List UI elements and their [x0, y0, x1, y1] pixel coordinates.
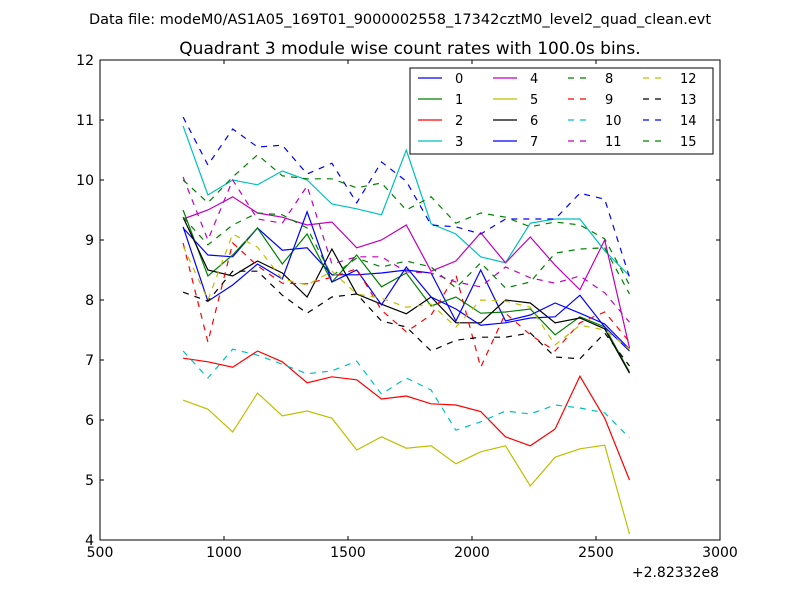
- y-tick-label: 4: [85, 533, 94, 549]
- series-line-5: [182, 392, 631, 535]
- legend-label-0: 0: [455, 72, 463, 87]
- x-tick-label: 2500: [578, 545, 614, 561]
- y-tick-label: 12: [76, 53, 94, 69]
- legend-label-12: 12: [680, 72, 697, 87]
- series-line-2: [183, 350, 631, 481]
- legend-label-8: 8: [605, 72, 613, 87]
- y-tick-label: 8: [85, 293, 94, 309]
- x-offset-label: +2.82332e8: [632, 565, 719, 581]
- series-line-11: [182, 176, 630, 323]
- series-line-6: [182, 216, 631, 374]
- y-tick-label: 5: [85, 473, 94, 489]
- chart-title: Quadrant 3 module wise count rates with …: [179, 39, 640, 59]
- x-tick-label: 1500: [330, 545, 366, 561]
- series-line-12: [182, 233, 630, 350]
- series-line-10: [182, 348, 630, 439]
- legend-label-7: 7: [530, 135, 538, 150]
- legend-box: [409, 67, 714, 155]
- legend-label-15: 15: [680, 135, 697, 150]
- x-tick-label: 3000: [702, 545, 738, 561]
- y-tick-label: 11: [76, 113, 94, 129]
- legend-label-6: 6: [530, 114, 538, 129]
- legend-label-9: 9: [605, 93, 613, 108]
- legend-label-14: 14: [680, 114, 697, 129]
- legend-label-3: 3: [455, 135, 463, 150]
- legend-label-11: 11: [605, 135, 622, 150]
- series-line-8: [182, 212, 631, 295]
- y-tick-label: 10: [76, 173, 94, 189]
- legend-label-2: 2: [455, 114, 463, 129]
- figure-suptitle: Data file: modeM0/AS1A05_169T01_90000025…: [89, 12, 711, 28]
- y-tick-label: 7: [85, 353, 94, 369]
- legend-label-13: 13: [680, 93, 697, 108]
- x-tick-label: 1000: [206, 545, 242, 561]
- legend-label-1: 1: [455, 93, 463, 108]
- y-tick-label: 9: [85, 233, 94, 249]
- series-line-9: [182, 241, 630, 369]
- legend-label-5: 5: [530, 93, 538, 108]
- legend-label-4: 4: [530, 72, 538, 87]
- series-line-3: [182, 125, 630, 277]
- legend-label-10: 10: [605, 114, 622, 129]
- y-tick-label: 6: [85, 413, 94, 429]
- x-tick-label: 500: [87, 545, 114, 561]
- x-tick-label: 2000: [454, 545, 490, 561]
- series-line-7: [182, 210, 630, 352]
- series-group: [182, 116, 631, 535]
- series-line-1: [182, 209, 631, 373]
